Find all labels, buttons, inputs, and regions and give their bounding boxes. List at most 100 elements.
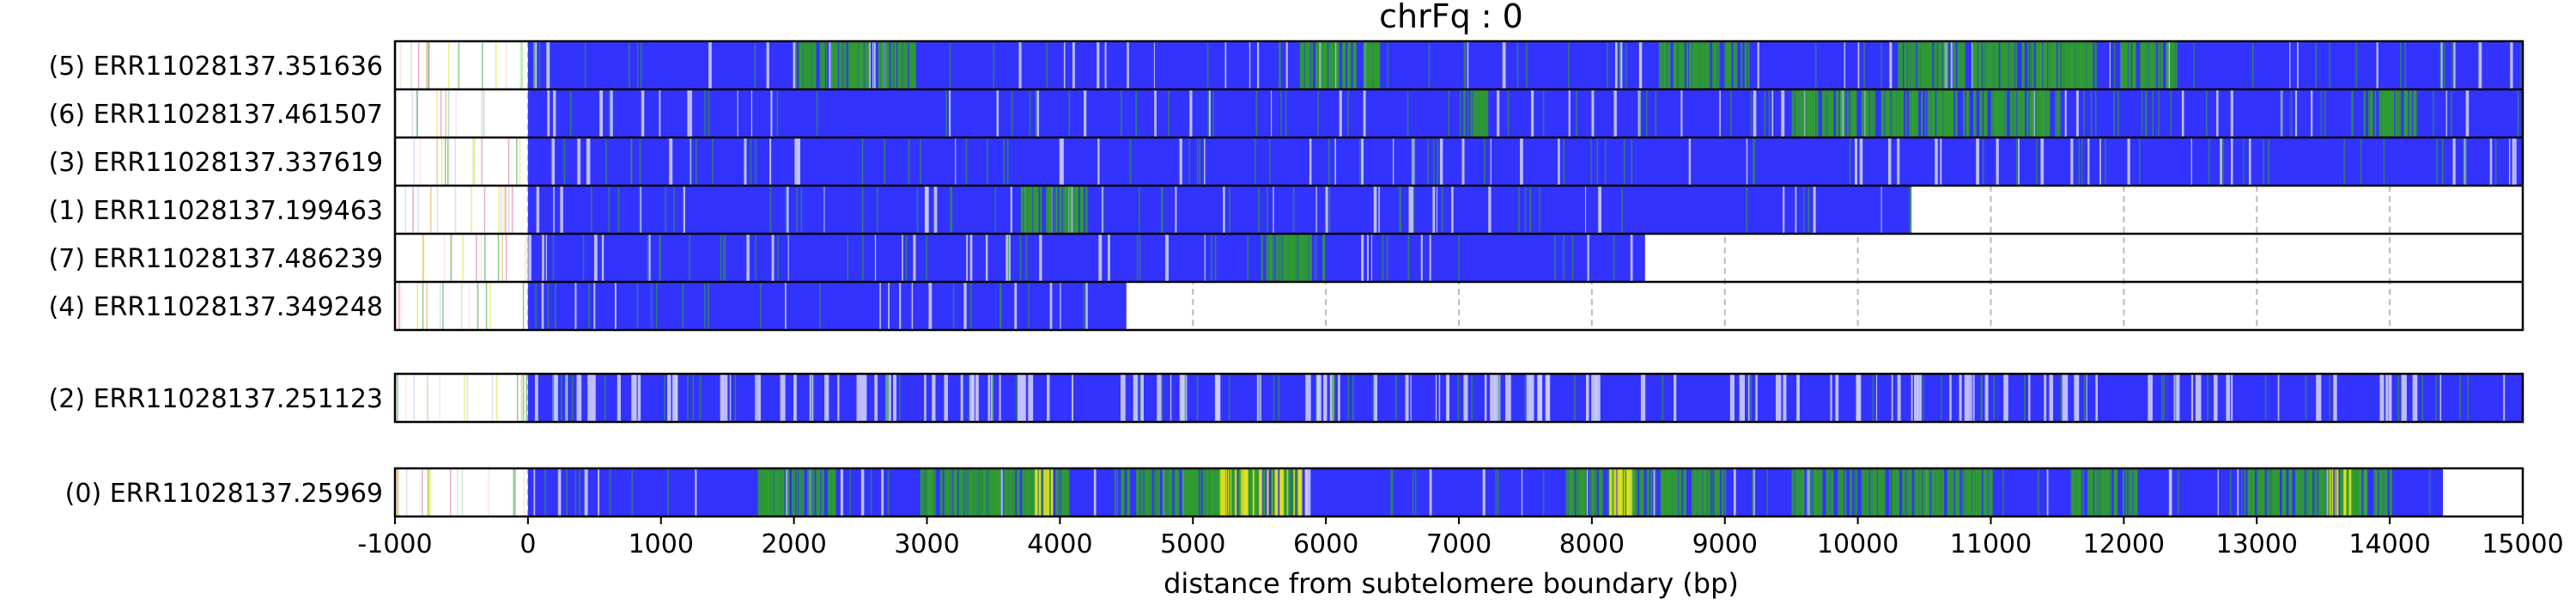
green-mark bbox=[1863, 468, 1866, 516]
read-stripe bbox=[1996, 138, 1999, 186]
green-mark bbox=[2397, 89, 2402, 138]
green-mark bbox=[2170, 41, 2173, 89]
green-mark bbox=[2108, 468, 2111, 516]
read-stripe bbox=[1783, 186, 1785, 234]
green-mark bbox=[1280, 89, 1282, 138]
green-mark bbox=[689, 234, 690, 282]
yellow-mark bbox=[1225, 468, 1227, 516]
read-stripe bbox=[1063, 41, 1066, 89]
green-mark bbox=[987, 138, 988, 186]
green-mark bbox=[1849, 468, 1851, 516]
green-mark bbox=[2121, 41, 2124, 89]
green-mark bbox=[1910, 468, 1912, 516]
read-stripe bbox=[1795, 186, 1797, 234]
green-mark bbox=[665, 186, 667, 234]
read-fill bbox=[527, 282, 1127, 330]
green-mark bbox=[816, 89, 818, 138]
read-stripe bbox=[769, 138, 772, 186]
read-stripe bbox=[1204, 138, 1206, 186]
prefix-mark bbox=[485, 282, 488, 330]
green-mark bbox=[2158, 89, 2160, 138]
green-mark bbox=[1682, 468, 1686, 516]
green-mark bbox=[2290, 89, 2293, 138]
green-mark bbox=[1696, 41, 1698, 89]
green-mark bbox=[831, 468, 835, 516]
green-mark bbox=[1320, 41, 1322, 89]
green-mark bbox=[1634, 468, 1638, 516]
green-mark bbox=[2517, 89, 2519, 138]
green-mark bbox=[1807, 186, 1810, 234]
green-mark bbox=[1542, 468, 1545, 516]
read-stripe bbox=[1753, 89, 1757, 138]
green-mark bbox=[673, 186, 675, 234]
green-mark bbox=[1027, 186, 1030, 234]
green-mark bbox=[1870, 89, 1872, 138]
green-mark bbox=[866, 41, 868, 89]
green-mark bbox=[2024, 374, 2026, 422]
green-mark bbox=[949, 41, 951, 89]
read-stripe bbox=[1204, 234, 1206, 282]
green-mark bbox=[908, 138, 910, 186]
green-mark bbox=[861, 138, 864, 186]
green-mark bbox=[2133, 468, 2135, 516]
prefix-mark bbox=[471, 186, 472, 234]
read-stripe bbox=[1411, 186, 1414, 234]
green-mark bbox=[1571, 468, 1575, 516]
green-mark bbox=[1075, 186, 1078, 234]
green-mark bbox=[2042, 89, 2045, 138]
green-mark bbox=[1704, 41, 1707, 89]
x-tick-label: 6000 bbox=[1293, 529, 1358, 559]
green-mark bbox=[2068, 41, 2072, 89]
green-mark bbox=[2066, 41, 2069, 89]
x-tick-label: 5000 bbox=[1160, 529, 1225, 559]
green-mark bbox=[2174, 374, 2177, 422]
green-mark bbox=[1477, 89, 1480, 138]
green-mark bbox=[1168, 89, 1170, 138]
green-mark bbox=[1400, 186, 1401, 234]
read-stripe bbox=[1976, 138, 1979, 186]
green-mark bbox=[1269, 234, 1273, 282]
read-stripe bbox=[2190, 374, 2194, 422]
read-stripe bbox=[631, 374, 637, 422]
green-mark bbox=[1285, 234, 1287, 282]
read-stripe bbox=[2237, 468, 2239, 516]
green-mark bbox=[1930, 89, 1933, 138]
green-mark bbox=[1888, 89, 1891, 138]
green-mark bbox=[1202, 468, 1206, 516]
prefix-mark bbox=[477, 282, 479, 330]
prefix-mark bbox=[427, 41, 429, 89]
read-stripe bbox=[2294, 89, 2298, 138]
read-stripe bbox=[1630, 234, 1633, 282]
green-mark bbox=[2433, 89, 2434, 138]
read-stripe bbox=[552, 89, 556, 138]
green-mark bbox=[1433, 138, 1435, 186]
green-mark bbox=[2414, 89, 2417, 138]
green-mark bbox=[1612, 468, 1614, 516]
green-mark bbox=[569, 89, 572, 138]
read-stripe bbox=[1170, 374, 1172, 422]
green-mark bbox=[812, 468, 815, 516]
green-mark bbox=[1741, 41, 1743, 89]
green-mark bbox=[2114, 468, 2117, 516]
green-mark bbox=[870, 468, 872, 516]
read-stripe bbox=[599, 89, 604, 138]
prefix-mark bbox=[398, 468, 400, 516]
green-mark bbox=[1795, 89, 1799, 138]
read-stripe bbox=[1361, 234, 1364, 282]
green-mark bbox=[795, 41, 797, 89]
read-stripe bbox=[874, 374, 878, 422]
green-mark bbox=[1190, 468, 1192, 516]
green-mark bbox=[2366, 468, 2368, 516]
prefix-mark bbox=[505, 186, 507, 234]
green-mark bbox=[800, 186, 803, 234]
read-stripe bbox=[1490, 374, 1496, 422]
green-mark bbox=[1524, 374, 1527, 422]
green-mark bbox=[1990, 89, 1994, 138]
green-mark bbox=[639, 186, 641, 234]
green-mark bbox=[566, 468, 568, 516]
green-mark bbox=[1290, 234, 1292, 282]
read-stripe bbox=[1587, 234, 1589, 282]
yellow-mark bbox=[1230, 468, 1232, 516]
green-mark bbox=[1799, 468, 1802, 516]
